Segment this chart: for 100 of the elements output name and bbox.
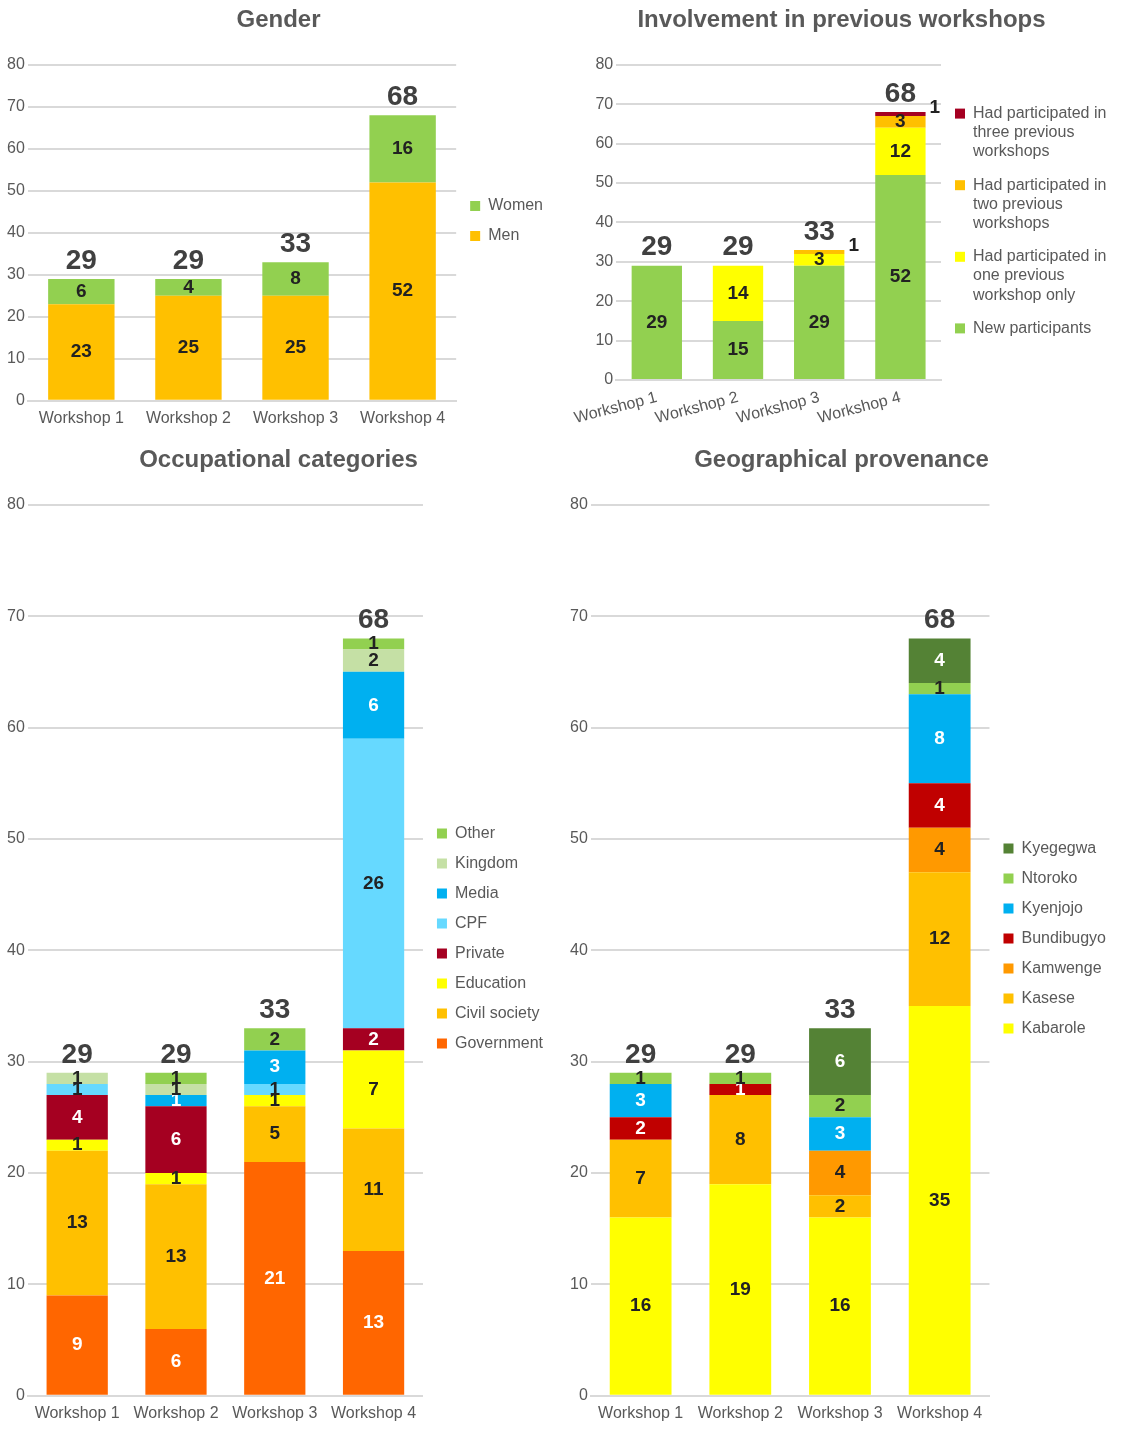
legend-label: CPF <box>454 913 488 931</box>
bar <box>342 1251 405 1395</box>
y-tick-label: 10 <box>570 1274 588 1292</box>
data-label: 15 <box>727 338 749 360</box>
bar <box>809 1195 871 1218</box>
data-label: 1 <box>934 676 946 698</box>
total-label: 29 <box>724 1037 756 1069</box>
bar <box>908 694 971 784</box>
data-label: 3 <box>635 1088 646 1110</box>
bar <box>709 1072 772 1084</box>
bar <box>908 1005 971 1395</box>
bar <box>712 265 764 321</box>
legend-label: Had participated in two previous workshops <box>972 175 1107 232</box>
y-tick-label: 40 <box>595 212 614 230</box>
total-label: 29 <box>160 1037 192 1069</box>
y-tick-label: 10 <box>7 349 25 367</box>
y-tick-label: 20 <box>595 291 614 309</box>
data-label: 29 <box>808 310 830 332</box>
bar <box>342 738 405 1029</box>
legend-label: New participants <box>973 318 1092 336</box>
bar <box>145 1083 207 1096</box>
data-label: 13 <box>363 1311 385 1333</box>
bar <box>609 1117 672 1140</box>
x-tick-label: Workshop 2 <box>697 1403 783 1421</box>
legend-label: Civil society <box>454 1003 540 1021</box>
data-label: 6 <box>834 1049 846 1071</box>
bar <box>809 1150 871 1196</box>
legend-label: Kabarole <box>1021 1018 1086 1036</box>
bar <box>342 649 405 672</box>
legend-label: Kingdom <box>454 853 519 871</box>
y-tick-label: 70 <box>7 97 25 115</box>
total-label: 29 <box>625 1037 657 1069</box>
data-label: 25 <box>284 336 307 358</box>
data-label: 4 <box>934 793 946 815</box>
data-label: 12 <box>889 139 911 161</box>
data-label: 5 <box>269 1122 281 1144</box>
data-label: 1 <box>848 234 860 256</box>
bar <box>369 182 436 400</box>
bar <box>709 1184 772 1395</box>
y-tick-label: 60 <box>7 139 25 157</box>
x-tick-label: Workshop 1 <box>34 1403 120 1421</box>
data-label: 16 <box>630 1294 652 1316</box>
legend-label: Media <box>454 883 499 901</box>
y-tick-label: 30 <box>7 265 25 283</box>
data-label: 25 <box>177 336 200 358</box>
chart-title: Geographical provenance <box>694 445 989 473</box>
data-label: 2 <box>269 1027 281 1049</box>
bar <box>809 1095 871 1118</box>
legend-label: Had participated in one previous workshop only <box>972 247 1107 303</box>
y-tick-label: 60 <box>7 717 25 735</box>
data-label: 1 <box>929 96 941 118</box>
bar <box>342 1050 405 1129</box>
data-label: 19 <box>729 1277 751 1299</box>
data-label: 4 <box>934 648 946 670</box>
total-label: 68 <box>357 603 390 635</box>
data-label: 1 <box>170 1166 182 1188</box>
data-label: 1 <box>635 1066 647 1088</box>
y-tick-label: 0 <box>15 391 25 409</box>
legend-label: Kyegegwa <box>1021 838 1097 856</box>
bar <box>342 671 405 739</box>
total-label: 33 <box>279 226 312 258</box>
total-label: 29 <box>61 1037 93 1069</box>
data-label: 14 <box>727 281 749 303</box>
bar <box>46 1295 108 1395</box>
bar <box>145 1095 207 1107</box>
total-label: 33 <box>824 992 856 1024</box>
bar <box>244 1106 306 1162</box>
data-label: 52 <box>889 265 911 287</box>
data-label: 3 <box>834 1122 846 1144</box>
legend-label: Government <box>454 1033 544 1051</box>
data-label: 7 <box>368 1077 379 1099</box>
x-tick-label: Workshop 4 <box>331 1403 417 1421</box>
y-tick-label: 40 <box>570 940 588 958</box>
bar <box>809 1028 871 1096</box>
y-tick-label: 40 <box>7 940 25 958</box>
data-label: 6 <box>170 1350 182 1372</box>
y-tick-label: 60 <box>595 134 614 151</box>
data-label: 4 <box>834 1161 846 1183</box>
data-label: 2 <box>834 1094 846 1116</box>
legend-label: Had participated in three previous workshops <box>972 104 1107 160</box>
y-tick-label: 50 <box>7 181 25 199</box>
data-label: 13 <box>165 1244 187 1266</box>
bar <box>709 1095 772 1185</box>
data-label: 8 <box>934 726 945 748</box>
x-tick-label: Workshop 2 <box>145 408 232 426</box>
data-label: 2 <box>368 1027 379 1049</box>
y-tick-label: 30 <box>595 252 614 270</box>
bar <box>908 827 971 873</box>
bar <box>908 872 971 1006</box>
total-label: 68 <box>924 603 956 635</box>
y-tick-label: 30 <box>7 1052 25 1070</box>
bar <box>145 1184 207 1329</box>
y-tick-label: 0 <box>15 1386 25 1404</box>
y-tick-label: 50 <box>570 829 588 847</box>
bar <box>809 1217 871 1395</box>
y-tick-label: 20 <box>7 307 25 325</box>
y-tick-label: 20 <box>570 1163 588 1181</box>
bar <box>809 1117 871 1151</box>
bar <box>244 1161 306 1395</box>
data-label: 11 <box>363 1177 385 1199</box>
